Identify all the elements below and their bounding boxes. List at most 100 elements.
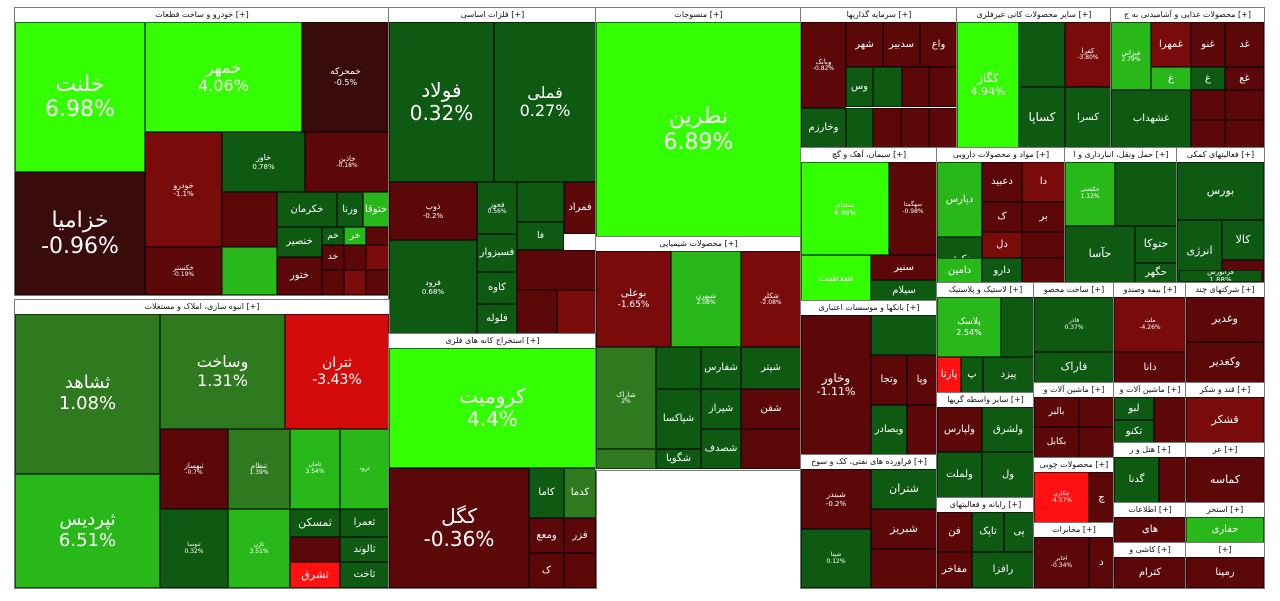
stock-tile[interactable]: ک <box>982 202 1022 232</box>
stock-tile[interactable]: پی <box>1004 512 1034 552</box>
minor-stock-tile[interactable] <box>344 245 366 270</box>
stock-tile[interactable]: خاور 0.78% <box>222 132 305 192</box>
stock-tile[interactable]: وکغدیر <box>1186 342 1264 383</box>
sector-title[interactable]: حمل ونقل، انبارداری و ا [+] <box>1065 148 1177 163</box>
stock-tile[interactable]: حگهر <box>1135 263 1177 283</box>
stock-tile[interactable]: وخاور -1.11% <box>801 315 871 455</box>
stock-tile[interactable]: شگویا <box>656 449 701 469</box>
sector-title[interactable]: کاشی و [+] <box>1114 543 1186 558</box>
sector-title[interactable]: استخر [+] <box>1186 503 1264 518</box>
stock-tile[interactable]: های <box>1114 517 1186 543</box>
stock-tile[interactable]: تکنو <box>1114 420 1154 443</box>
stock-tile[interactable]: گدنا <box>1114 457 1159 503</box>
minor-stock-tile[interactable] <box>1022 258 1065 283</box>
stock-tile[interactable]: ثالوند <box>340 537 389 562</box>
minor-stock-tile[interactable] <box>222 192 277 247</box>
stock-tile[interactable]: کاوه <box>477 272 517 304</box>
stock-tile[interactable]: پارتا <box>937 357 961 393</box>
minor-stock-tile[interactable] <box>1191 120 1225 148</box>
sector-title[interactable]: قند و شکر [+] <box>1186 383 1264 398</box>
stock-tile[interactable]: ثنظام 1.39% <box>228 429 290 509</box>
stock-tile[interactable]: وغدیر <box>1186 297 1264 342</box>
stock-tile[interactable]: ثبهساز -0.7% <box>160 429 228 509</box>
stock-tile[interactable]: سدبیر <box>883 22 920 67</box>
minor-stock-tile[interactable] <box>517 182 564 222</box>
minor-stock-tile[interactable] <box>871 549 937 588</box>
stock-tile[interactable]: ک <box>529 553 564 588</box>
minor-stock-tile[interactable] <box>873 67 902 107</box>
stock-tile[interactable]: ثاخت <box>340 562 389 588</box>
sector-title[interactable]: بیمه وصندو [+] <box>1114 283 1186 298</box>
stock-tile[interactable]: ولپارس <box>937 407 982 452</box>
stock-tile[interactable]: حکشتی 1.12% <box>1065 162 1115 226</box>
stock-tile[interactable]: تاپک <box>972 512 1004 552</box>
stock-tile[interactable]: فسبزوار <box>477 234 517 272</box>
stock-tile[interactable]: ختور <box>277 257 322 295</box>
stock-tile[interactable]: غنو <box>1191 22 1225 67</box>
sector-title[interactable]: سایر محصولات کانی غیرفلزی [+] <box>957 8 1111 23</box>
stock-tile[interactable]: وپا <box>907 355 937 405</box>
sector-title[interactable]: شرکتهای چند [+] <box>1186 283 1264 298</box>
stock-tile[interactable]: سجام 4.98% <box>801 162 889 255</box>
minor-stock-tile[interactable] <box>656 347 701 389</box>
stock-tile[interactable]: غشهداب <box>1111 90 1191 148</box>
stock-tile[interactable]: وبصادر <box>871 405 907 455</box>
stock-tile[interactable]: دانا <box>1114 352 1186 383</box>
stock-tile[interactable]: ثعمرا <box>340 509 389 537</box>
minor-stock-tile[interactable] <box>366 227 389 245</box>
sector-title[interactable]: مواد و محصولات دارویی [+] <box>937 148 1065 163</box>
stock-tile[interactable]: غمهرا <box>1151 22 1191 67</box>
stock-tile[interactable]: فولاد 0.32% <box>389 22 494 182</box>
minor-stock-tile[interactable] <box>322 270 344 295</box>
sector-title[interactable]: بانکها و موسسات اعتباری [+] <box>801 301 937 316</box>
stock-tile[interactable]: غ <box>1191 67 1225 90</box>
stock-tile[interactable]: غ <box>1151 67 1191 90</box>
sector-title[interactable]: انبوه سازی، املاک و مستغلات [+] <box>15 300 389 315</box>
stock-tile[interactable]: فلوله <box>477 304 517 334</box>
stock-tile[interactable]: شفن <box>741 389 801 429</box>
minor-stock-tile[interactable] <box>902 67 929 107</box>
stock-tile[interactable]: غبزانی 2.79% <box>1111 22 1151 90</box>
stock-tile[interactable]: ثرود <box>340 429 389 509</box>
stock-tile[interactable]: ثاژن 3.51% <box>228 509 290 588</box>
stock-tile[interactable]: خمحرکه -0.5% <box>302 22 389 132</box>
stock-tile[interactable]: رمپنا <box>1186 557 1264 588</box>
minor-stock-tile[interactable] <box>1225 90 1264 120</box>
stock-tile[interactable]: ثتران -3.43% <box>285 314 389 429</box>
stock-tile[interactable]: کساپا <box>1019 87 1065 148</box>
sector-title[interactable]: سرمایه گذاریها [+] <box>801 8 957 23</box>
minor-stock-tile[interactable] <box>1154 397 1186 443</box>
sector-title[interactable]: محصولات غذایی و آشامیدنی به ج [+] <box>1111 8 1264 23</box>
stock-tile[interactable]: وخارزم <box>801 108 846 148</box>
stock-tile[interactable]: غد <box>1225 22 1264 67</box>
stock-tile[interactable]: ثنوسا 0.32% <box>160 509 228 588</box>
stock-tile[interactable]: اخابر -0.34% <box>1034 537 1089 588</box>
stock-tile[interactable]: کدما <box>564 468 596 518</box>
minor-stock-tile[interactable] <box>1079 397 1114 427</box>
stock-tile[interactable]: غع <box>1225 67 1264 90</box>
stock-tile[interactable]: فن <box>937 512 972 552</box>
stock-tile[interactable]: کترام <box>1114 557 1186 588</box>
stock-tile[interactable]: شکلر -2.08% <box>741 251 801 347</box>
stock-tile[interactable]: شهر <box>846 22 883 67</box>
minor-stock-tile[interactable] <box>517 250 596 290</box>
stock-tile[interactable]: شیراز <box>701 389 741 429</box>
stock-tile[interactable]: خد <box>322 245 344 270</box>
stock-tile[interactable]: ثمسکن <box>290 509 340 537</box>
stock-tile[interactable]: خزامیا -0.96% <box>15 172 145 295</box>
stock-tile[interactable]: شپتر <box>741 347 801 389</box>
minor-stock-tile[interactable] <box>596 449 656 469</box>
sector-title[interactable]: محصولات شیمیایی [+] <box>596 237 801 252</box>
minor-stock-tile[interactable] <box>1022 232 1065 258</box>
stock-tile[interactable]: خر <box>344 227 366 245</box>
stock-tile[interactable]: ملت -4.26% <box>1114 297 1186 352</box>
stock-tile[interactable]: کماسه <box>1186 457 1264 503</box>
stock-tile[interactable]: وس <box>846 67 873 107</box>
stock-tile[interactable]: خم <box>322 227 344 245</box>
stock-tile[interactable]: سنیر <box>871 255 937 280</box>
stock-tile[interactable]: فرابورس 1.88% <box>1179 270 1262 282</box>
sector-title[interactable]: مخابرات [+] <box>1034 523 1114 538</box>
stock-tile[interactable]: لبو <box>1114 397 1154 420</box>
stock-tile[interactable]: فزر <box>564 518 596 553</box>
sector-title[interactable]: لاستیک و پلاستیک [+] <box>937 283 1034 298</box>
